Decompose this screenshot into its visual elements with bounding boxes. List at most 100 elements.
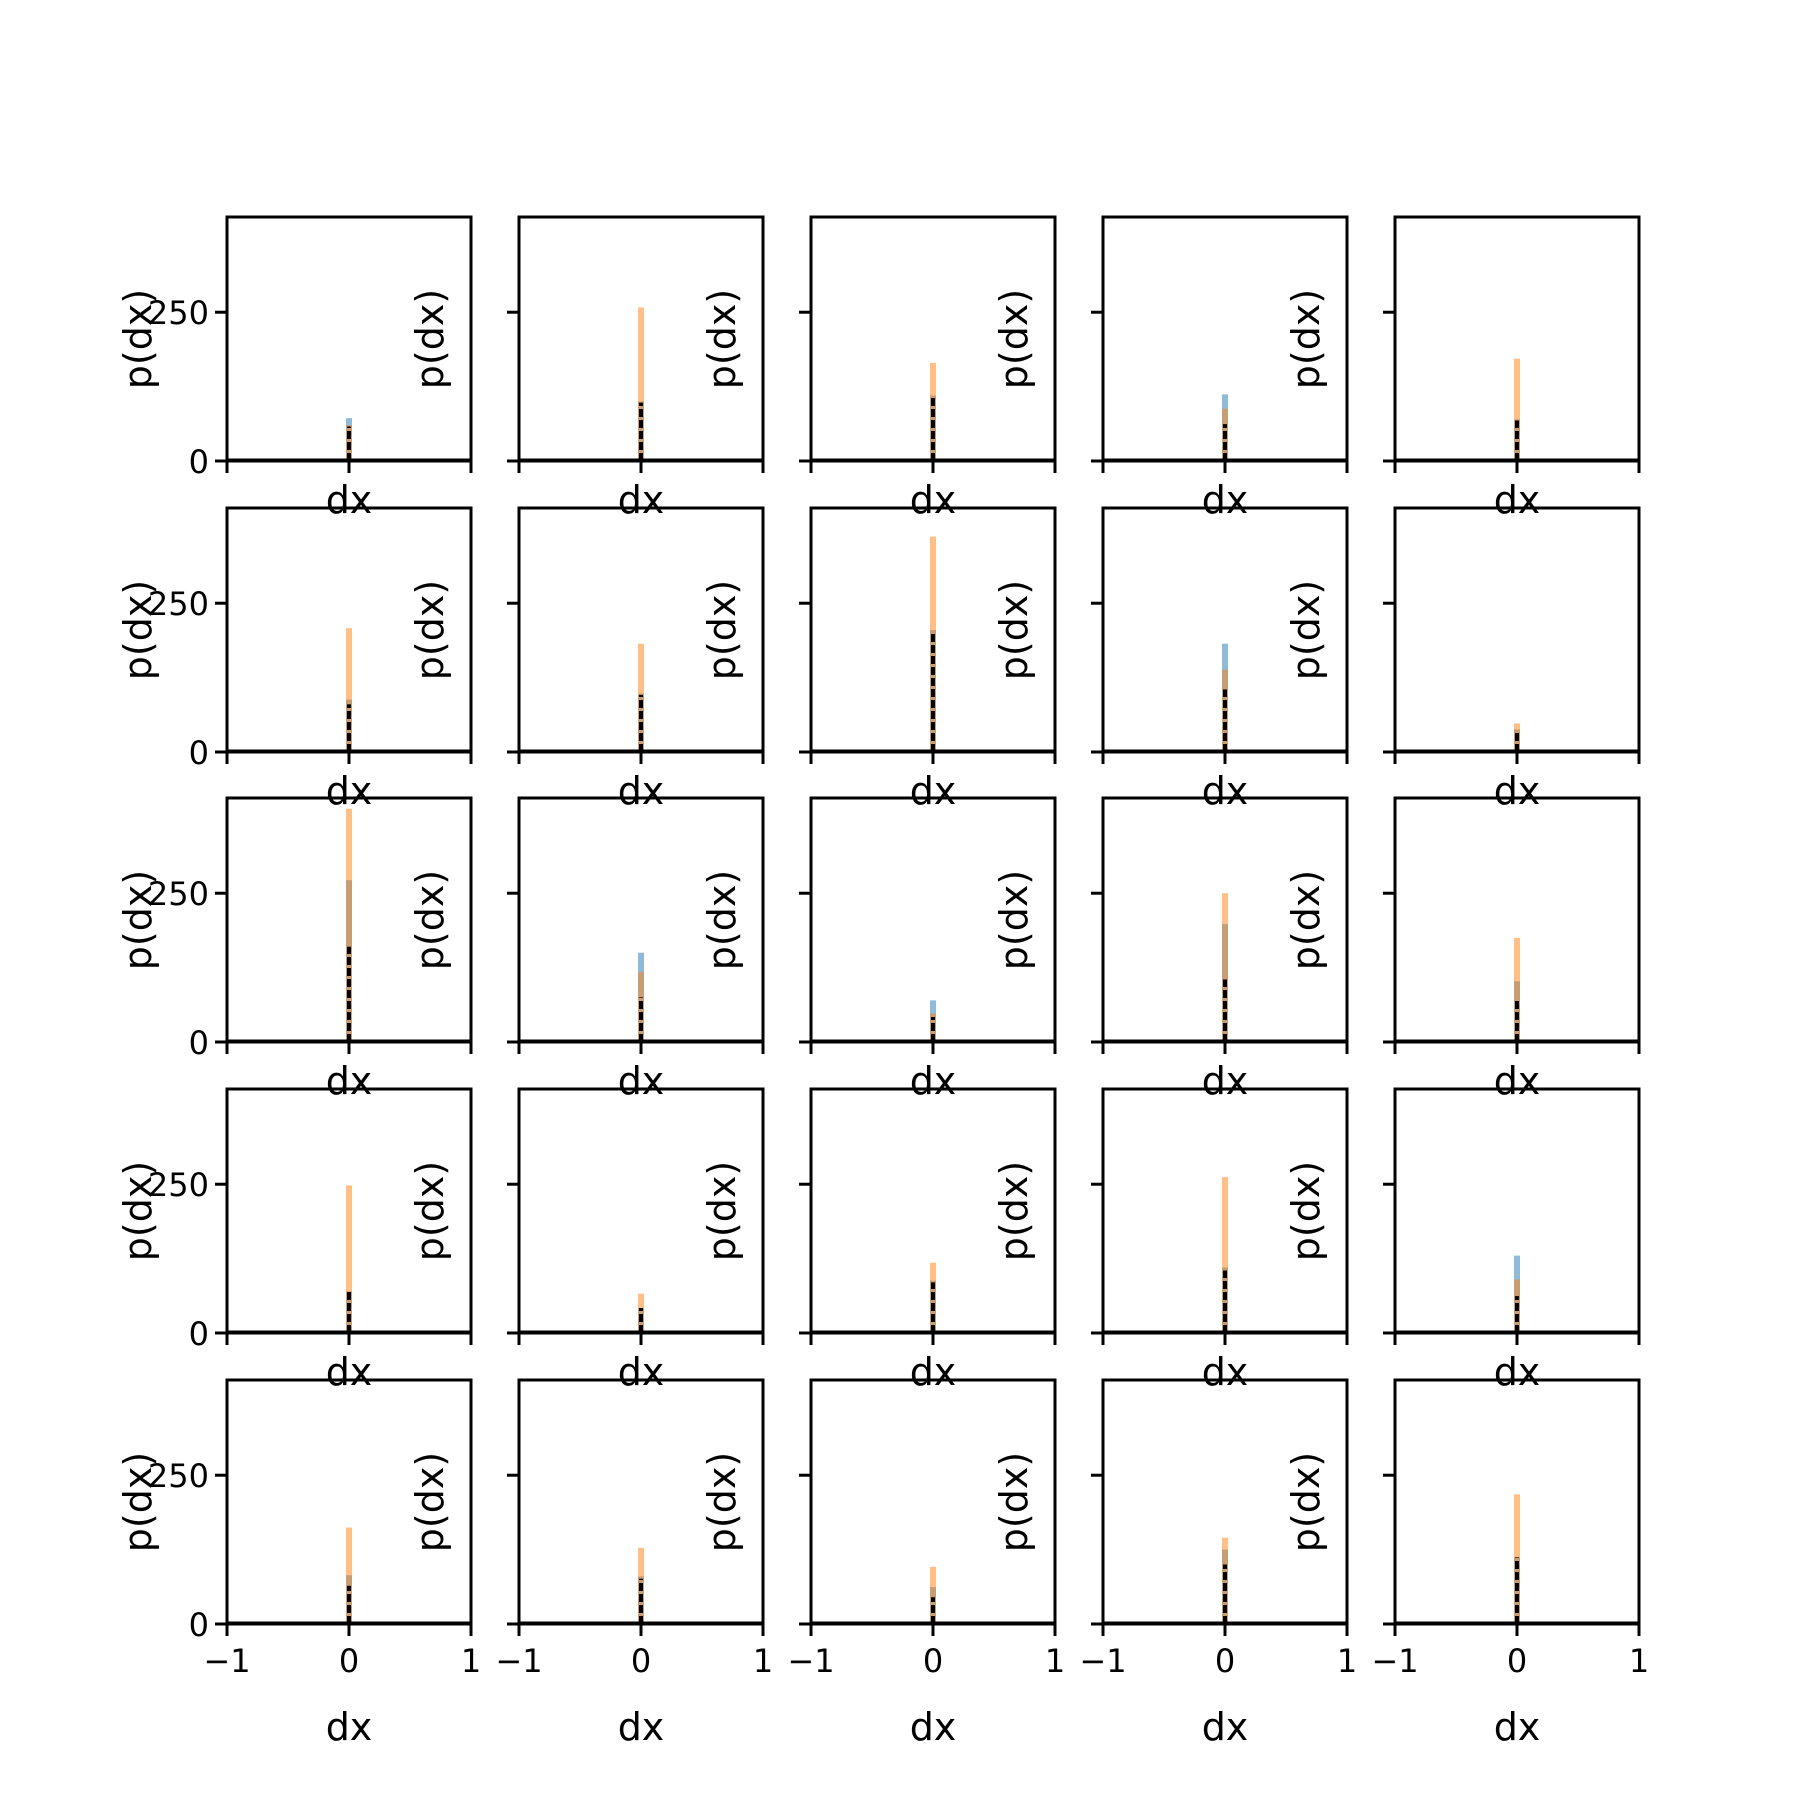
- x-axis-label: dx: [618, 478, 665, 522]
- panel-3-1: 0 250 dx p(dx): [116, 796, 473, 1103]
- panel-2-2: dx p(dx): [408, 506, 765, 813]
- y-tick-label: 0: [189, 1315, 209, 1353]
- y-axis-label: p(dx): [700, 1161, 744, 1261]
- panel-5-2: −1 0 1 dx p(dx): [408, 1378, 773, 1749]
- y-axis-label: p(dx): [992, 1452, 1036, 1552]
- y-axis-label: p(dx): [116, 1161, 160, 1261]
- series-b-bar: [346, 1185, 352, 1333]
- panel-4-5: dx p(dx): [1284, 1087, 1641, 1394]
- y-axis-label: p(dx): [1284, 580, 1328, 680]
- x-axis-label: dx: [326, 1350, 373, 1394]
- x-axis-label: dx: [618, 1705, 665, 1749]
- y-axis-label: p(dx): [992, 289, 1036, 389]
- panel-1-2: dx p(dx): [408, 215, 765, 522]
- panel-2-4: dx p(dx): [992, 506, 1349, 813]
- x-tick-label: 0: [923, 1642, 943, 1680]
- y-axis-label: p(dx): [116, 1452, 160, 1552]
- x-axis-label: dx: [326, 1705, 373, 1749]
- panel-3-4: dx p(dx): [992, 796, 1349, 1103]
- x-axis-label: dx: [1494, 1059, 1541, 1103]
- panel-1-3: dx p(dx): [700, 215, 1057, 522]
- y-tick-label: 0: [189, 1606, 209, 1644]
- y-tick-label: 250: [148, 585, 209, 623]
- y-axis-label: p(dx): [992, 870, 1036, 970]
- y-tick-label: 250: [148, 1457, 209, 1495]
- panel-3-3: dx p(dx): [700, 796, 1057, 1103]
- x-axis-label: dx: [1202, 478, 1249, 522]
- series-b-bar: [346, 808, 352, 1042]
- x-axis-label: dx: [326, 769, 373, 813]
- panel-1-4: dx p(dx): [992, 215, 1349, 522]
- y-axis-label: p(dx): [1284, 870, 1328, 970]
- y-axis-label: p(dx): [992, 580, 1036, 680]
- y-axis-label: p(dx): [408, 580, 452, 680]
- panel-4-4: dx p(dx): [992, 1087, 1349, 1394]
- series-b-bar: [1514, 937, 1520, 1042]
- x-axis-label: dx: [1494, 1705, 1541, 1749]
- y-tick-label: 0: [189, 1024, 209, 1062]
- panel-2-5: dx p(dx): [1284, 506, 1641, 813]
- x-axis-label: dx: [910, 769, 957, 813]
- y-axis-label: p(dx): [408, 289, 452, 389]
- x-axis-label: dx: [910, 1705, 957, 1749]
- y-tick-label: 0: [189, 734, 209, 772]
- x-tick-label: −1: [1371, 1642, 1418, 1680]
- panel-2-1: 0 250 dx p(dx): [116, 506, 473, 813]
- x-tick-label: −1: [787, 1642, 834, 1680]
- x-tick-label: −1: [1079, 1642, 1126, 1680]
- y-axis-label: p(dx): [1284, 1452, 1328, 1552]
- panel-5-3: −1 0 1 dx p(dx): [700, 1378, 1065, 1749]
- y-axis-label: p(dx): [116, 870, 160, 970]
- y-axis-label: p(dx): [408, 870, 452, 970]
- x-tick-label: 1: [1337, 1642, 1357, 1680]
- x-axis-label: dx: [1202, 1059, 1249, 1103]
- y-axis-label: p(dx): [116, 289, 160, 389]
- y-axis-label: p(dx): [700, 289, 744, 389]
- x-tick-label: −1: [203, 1642, 250, 1680]
- x-axis-label: dx: [618, 1350, 665, 1394]
- x-tick-label: 0: [631, 1642, 651, 1680]
- x-axis-label: dx: [618, 769, 665, 813]
- y-axis-label: p(dx): [1284, 1161, 1328, 1261]
- x-tick-label: 0: [1507, 1642, 1527, 1680]
- axes-frame: [1393, 506, 1641, 754]
- series-b-bar: [1222, 1537, 1228, 1624]
- series-b-bar: [930, 536, 936, 752]
- y-axis-label: p(dx): [1284, 289, 1328, 389]
- x-tick-label: 1: [753, 1642, 773, 1680]
- series-b-bar: [638, 1293, 644, 1333]
- panel-1-1: 0 250 dx p(dx): [116, 215, 473, 522]
- series-b-bar: [1222, 893, 1228, 1042]
- panel-3-5: dx p(dx): [1284, 796, 1641, 1103]
- panel-3-2: dx p(dx): [408, 796, 765, 1103]
- x-tick-label: 0: [339, 1642, 359, 1680]
- y-axis-label: p(dx): [408, 1161, 452, 1261]
- y-tick-label: 0: [189, 443, 209, 481]
- x-axis-label: dx: [326, 1059, 373, 1103]
- panel-1-5: dx p(dx): [1284, 215, 1641, 522]
- series-b-bar: [346, 1527, 352, 1624]
- x-axis-label: dx: [1494, 1350, 1541, 1394]
- x-tick-label: −1: [495, 1642, 542, 1680]
- x-axis-label: dx: [326, 478, 373, 522]
- series-b-bar: [346, 628, 352, 752]
- y-axis-label: p(dx): [992, 1161, 1036, 1261]
- series-b-bar: [638, 307, 644, 461]
- x-axis-label: dx: [1202, 769, 1249, 813]
- y-tick-label: 250: [148, 294, 209, 332]
- y-axis-label: p(dx): [700, 870, 744, 970]
- x-axis-label: dx: [618, 1059, 665, 1103]
- x-axis-label: dx: [1494, 478, 1541, 522]
- x-axis-label: dx: [1202, 1350, 1249, 1394]
- x-axis-label: dx: [910, 478, 957, 522]
- x-axis-label: dx: [910, 1350, 957, 1394]
- panel-5-4: −1 0 1 dx p(dx): [992, 1378, 1357, 1749]
- series-b-bar: [1514, 358, 1520, 461]
- panel-4-3: dx p(dx): [700, 1087, 1057, 1394]
- panel-2-3: dx p(dx): [700, 506, 1057, 813]
- x-tick-label: 1: [1045, 1642, 1065, 1680]
- series-b-bar: [1514, 1494, 1520, 1624]
- x-axis-label: dx: [910, 1059, 957, 1103]
